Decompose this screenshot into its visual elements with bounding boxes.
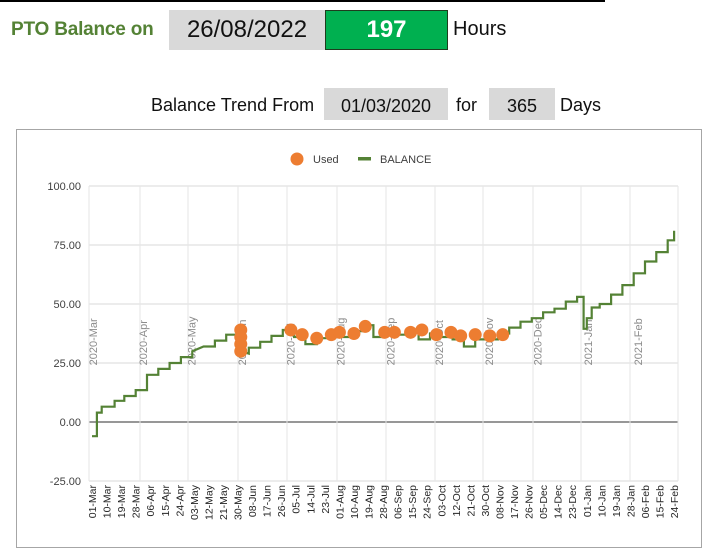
header-rule [0,0,605,2]
month-annotation: 2020-Apr [138,320,150,366]
used-marker [332,325,346,339]
used-marker [295,328,309,342]
y-tick-label: -25.00 [50,476,81,488]
month-annotation: 2020-Oct [434,320,446,365]
x-tick-label: 01-Jan [582,485,594,517]
x-tick-label: 30-Oct [480,485,492,517]
x-tick-label: 24-Sep [422,485,434,519]
used-marker [468,328,482,342]
x-tick-label: 05-Jul [291,485,303,514]
used-marker [347,327,361,340]
trend-from-label: Balance Trend From [151,95,315,115]
y-tick-label: 100.00 [47,181,81,193]
hours-unit-label: Hours [453,18,507,40]
legend-used-icon [290,152,304,166]
x-tick-label: 21-Oct [465,485,477,517]
days-unit-label: Days [560,95,602,115]
x-tick-label: 28-Mar [131,485,143,519]
x-tick-label: 23-Dec [567,485,579,519]
x-tick-label: 26-Jun [276,485,288,517]
used-marker [310,331,324,345]
x-tick-label: 03-May [189,484,201,520]
x-tick-label: 08-Nov [494,484,506,519]
used-marker [358,319,372,333]
used-marker [378,325,392,339]
x-tick-label: 12-May [203,484,215,520]
x-tick-label: 01-Mar [87,485,99,519]
x-tick-label: 26-Nov [524,484,536,519]
x-tick-label: 06-Feb [640,485,652,518]
used-marker [429,328,443,342]
x-tick-label: 01-Aug [334,485,346,519]
x-tick-label: 28-Aug [378,485,390,519]
balance-trend-chart[interactable]: 100.00 75.00 50.00 25.00 0.00 -25.00 01-Mar 10-… [16,129,702,548]
y-tick-label: 0.00 [60,417,81,429]
x-tick-label: 28-Jan [625,485,637,517]
used-marker [454,329,468,343]
x-tick-label: 24-Feb [669,485,681,518]
month-annotation: 2020-Dec [533,317,545,365]
trend-days-field[interactable]: 365 [489,88,555,120]
x-tick-label: 17-Nov [509,484,521,519]
y-tick-label: 25.00 [53,358,81,370]
x-tick-label: 06-Sep [393,485,405,519]
trend-for-label: for [456,95,478,115]
x-tick-label: 10-Jan [596,485,608,517]
used-marker [496,328,510,342]
y-tick-label: 75.00 [53,240,81,252]
x-tick-label: 15-Feb [655,485,667,518]
balance-hours-value: 197 [325,10,448,50]
x-tick-label: 14-Dec [553,485,565,519]
x-tick-label: 12-Oct [451,485,463,517]
month-annotation: 2020-Aug [335,318,347,366]
month-annotation: 2020-Sep [386,318,398,366]
x-tick-label: 30-May [233,484,245,520]
month-annotation: 2020-Mar [88,318,100,365]
x-tick-label: 21-May [218,484,230,520]
x-tick-label: 03-Oct [436,485,448,517]
used-marker [483,329,497,343]
x-tick-label: 19-Jan [611,485,623,517]
month-annotation: 2021-Jan [583,319,595,365]
x-tick-label: 06-Apr [145,484,157,516]
x-tick-label: 14-Jul [305,485,317,514]
pto-balance-label: PTO Balance on [11,19,154,40]
used-marker [404,325,418,339]
x-tick-label: 23-Jul [320,485,332,514]
used-marker [387,325,401,339]
used-marker [415,323,429,337]
x-tick-label: 24-Apr [174,484,186,516]
x-tick-label: 15-Apr [160,484,172,516]
balance-date-field[interactable]: 26/08/2022 [169,10,325,50]
x-tick-label: 10-Aug [349,485,361,519]
x-tick-label: 08-Jun [247,485,259,517]
trend-start-date-field[interactable]: 01/03/2020 [324,88,448,120]
used-marker [234,344,248,358]
x-tick-label: 19-Mar [116,485,128,519]
x-tick-label: 15-Sep [407,485,419,519]
legend-used-label: Used [313,154,339,166]
x-tick-label: 17-Jun [262,485,274,517]
legend-balance-label: BALANCE [380,154,431,166]
used-marker [284,323,298,337]
legend-balance-icon [358,157,371,161]
month-annotation: 2021-Feb [633,318,645,365]
month-annotation: 2020-May [187,316,199,365]
x-tick-label: 10-Mar [102,485,114,519]
y-tick-label: 50.00 [53,299,81,311]
x-tick-label: 19-Aug [364,485,376,519]
x-tick-label: 05-Dec [538,485,550,519]
